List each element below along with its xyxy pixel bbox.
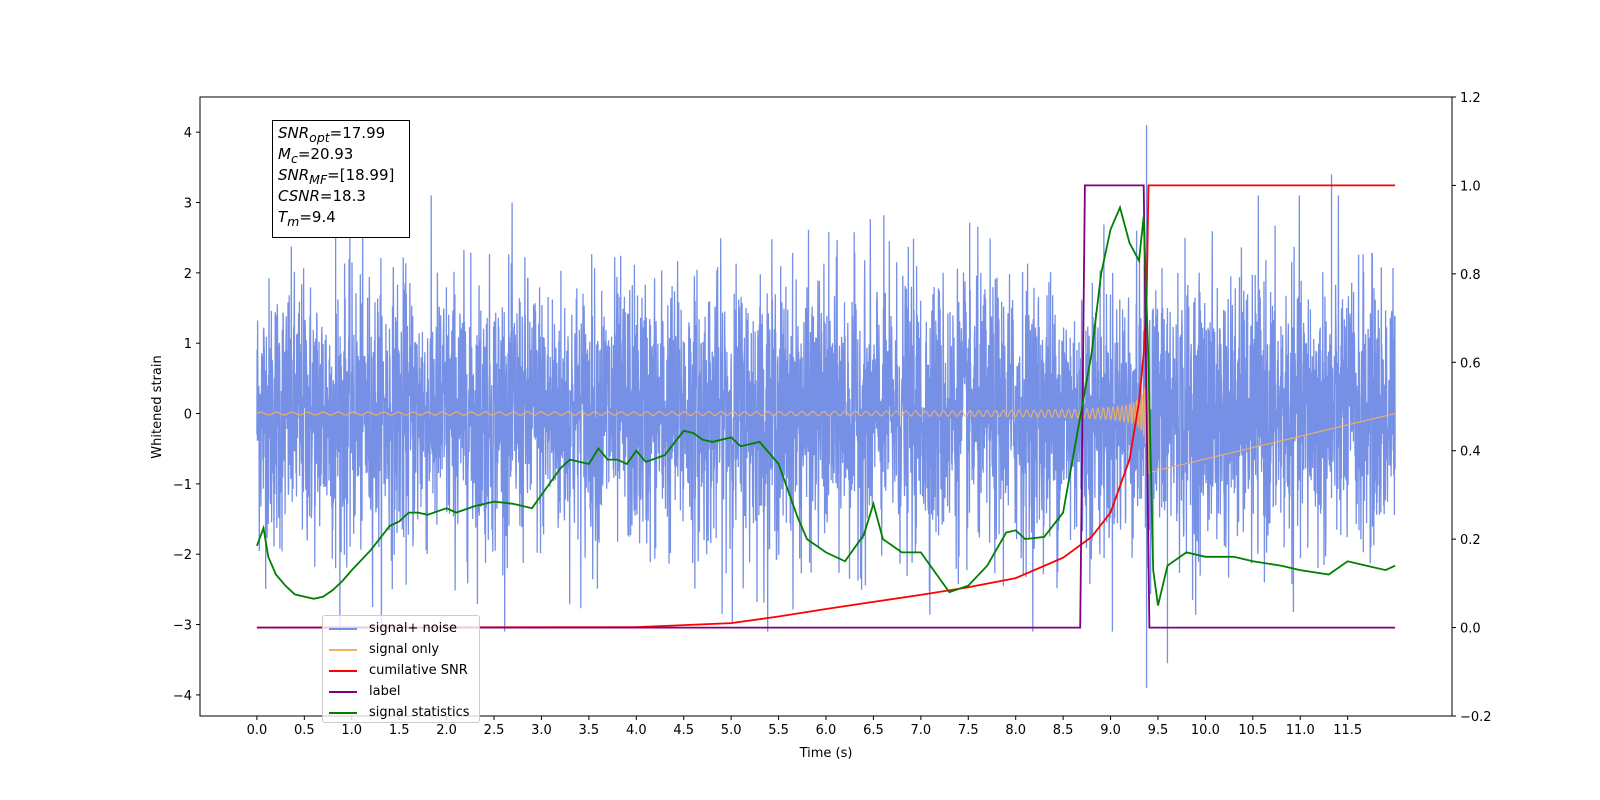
x-tick-label: 6.5: [863, 723, 884, 738]
annotation-value: =20.93: [297, 145, 354, 163]
x-tick-label: 8.0: [1005, 723, 1026, 738]
x-tick-label: 1.5: [389, 723, 410, 738]
x-axis: 0.0 0.5 1.0 1.5 2.0 2.5 3.0 3.5 4.0 4.5 5.0 5.5 6.0 6…: [247, 716, 1362, 738]
y-axis-left: 4 3 2 1 0 −1 −2 −3 −4: [173, 126, 200, 704]
annotation-value: =18.3: [319, 187, 366, 205]
y-tick-label: −3: [173, 619, 192, 634]
x-tick-label: 11.0: [1286, 723, 1315, 738]
cumulative-snr-line: [256, 184, 1396, 629]
y2-tick-label: 0.0: [1460, 622, 1481, 637]
legend-item: cumilative SNR: [329, 660, 473, 681]
legend-swatch: [329, 648, 357, 651]
x-tick-label: 11.5: [1333, 723, 1362, 738]
annotation-symbol: T: [278, 208, 288, 226]
legend-item: label: [329, 681, 473, 702]
x-axis-label: Time (s): [799, 746, 853, 761]
signal-only-line: [256, 356, 1396, 474]
y-axis-label: Whitened strain: [150, 355, 165, 458]
y-tick-label: 3: [184, 197, 192, 212]
legend-swatch: [329, 711, 357, 714]
label-line: [256, 184, 1396, 629]
y-tick-label: 1: [184, 337, 192, 352]
right-axis-series: [256, 184, 1396, 629]
legend-swatch: [329, 669, 357, 672]
legend-item: signal only: [329, 639, 473, 660]
legend-label: cumilative SNR: [369, 663, 468, 678]
x-tick-label: 2.5: [484, 723, 505, 738]
x-tick-label: 5.5: [768, 723, 789, 738]
annotation-symbol: CSNR: [278, 187, 320, 205]
x-tick-label: 6.0: [816, 723, 837, 738]
y-tick-label: 0: [184, 408, 192, 423]
x-tick-label: 0.0: [247, 723, 268, 738]
annotation-line: CSNR=18.3: [278, 186, 404, 207]
annotation-line: Mc=20.93: [278, 144, 404, 166]
x-tick-label: 3.5: [579, 723, 600, 738]
y2-tick-label: 0.6: [1460, 356, 1481, 371]
x-tick-label: 8.5: [1053, 723, 1074, 738]
x-tick-label: 3.0: [531, 723, 552, 738]
legend-item: signal statistics: [329, 702, 473, 723]
legend-label: signal statistics: [369, 705, 470, 720]
signal-only-series: [256, 356, 1396, 474]
annotation-subscript: c: [290, 151, 298, 166]
legend-label: label: [369, 684, 401, 699]
y2-tick-label: 1.2: [1460, 91, 1481, 106]
signal-noise-series: [256, 125, 1396, 688]
annotation-value: =17.99: [329, 124, 386, 142]
x-tick-label: 9.5: [1148, 723, 1169, 738]
annotation-subscript: m: [287, 214, 300, 229]
y2-tick-label: 0.4: [1460, 445, 1481, 460]
y-tick-label: 4: [184, 126, 192, 141]
annotation-symbol: SNR: [278, 124, 310, 142]
annotation-symbol: SNR: [278, 166, 310, 184]
annotation-line: SNRMF=[18.99]: [278, 165, 404, 187]
legend-swatch: [329, 627, 357, 630]
y2-tick-label: 0.8: [1460, 268, 1481, 283]
y-tick-label: −2: [173, 548, 192, 563]
x-tick-label: 2.0: [436, 723, 457, 738]
x-tick-label: 5.0: [721, 723, 742, 738]
y-tick-label: 2: [184, 267, 192, 282]
x-tick-label: 0.5: [294, 723, 315, 738]
signal-statistics-line: [256, 204, 1396, 606]
x-tick-label: 1.0: [341, 723, 362, 738]
legend-label: signal+ noise: [369, 621, 458, 636]
annotation-symbol: M: [278, 145, 291, 163]
annotation-value: =[18.99]: [327, 166, 395, 184]
x-tick-label: 10.0: [1191, 723, 1220, 738]
legend: signal+ noise signal only cumilative SNR la…: [322, 615, 480, 723]
y-tick-label: −1: [173, 478, 192, 493]
legend-label: signal only: [369, 642, 440, 657]
annotation-subscript: MF: [309, 172, 328, 187]
annotation-subscript: opt: [309, 130, 330, 145]
annotation-value: =9.4: [299, 208, 336, 226]
x-tick-label: 7.0: [911, 723, 932, 738]
annotation-box: SNRopt=17.99 Mc=20.93 SNRMF=[18.99] CSNR=18…: [272, 120, 410, 238]
legend-item: signal+ noise: [329, 618, 473, 639]
y2-tick-label: 1.0: [1460, 179, 1481, 194]
y-tick-label: −4: [173, 689, 192, 704]
x-tick-label: 4.5: [673, 723, 694, 738]
y-axis-right: 1.2 1.0 0.8 0.6 0.4 0.2 0.0 −0.2: [1452, 91, 1492, 725]
x-tick-label: 9.0: [1100, 723, 1121, 738]
x-tick-label: 4.0: [626, 723, 647, 738]
x-tick-label: 7.5: [958, 723, 979, 738]
signal-noise-line: [256, 195, 1396, 632]
annotation-line: SNRopt=17.99: [278, 123, 404, 145]
annotation-line: Tm=9.4: [278, 207, 404, 229]
y2-tick-label: −0.2: [1460, 710, 1492, 725]
y2-tick-label: 0.2: [1460, 533, 1481, 548]
legend-swatch: [329, 690, 357, 693]
x-tick-label: 10.5: [1238, 723, 1267, 738]
